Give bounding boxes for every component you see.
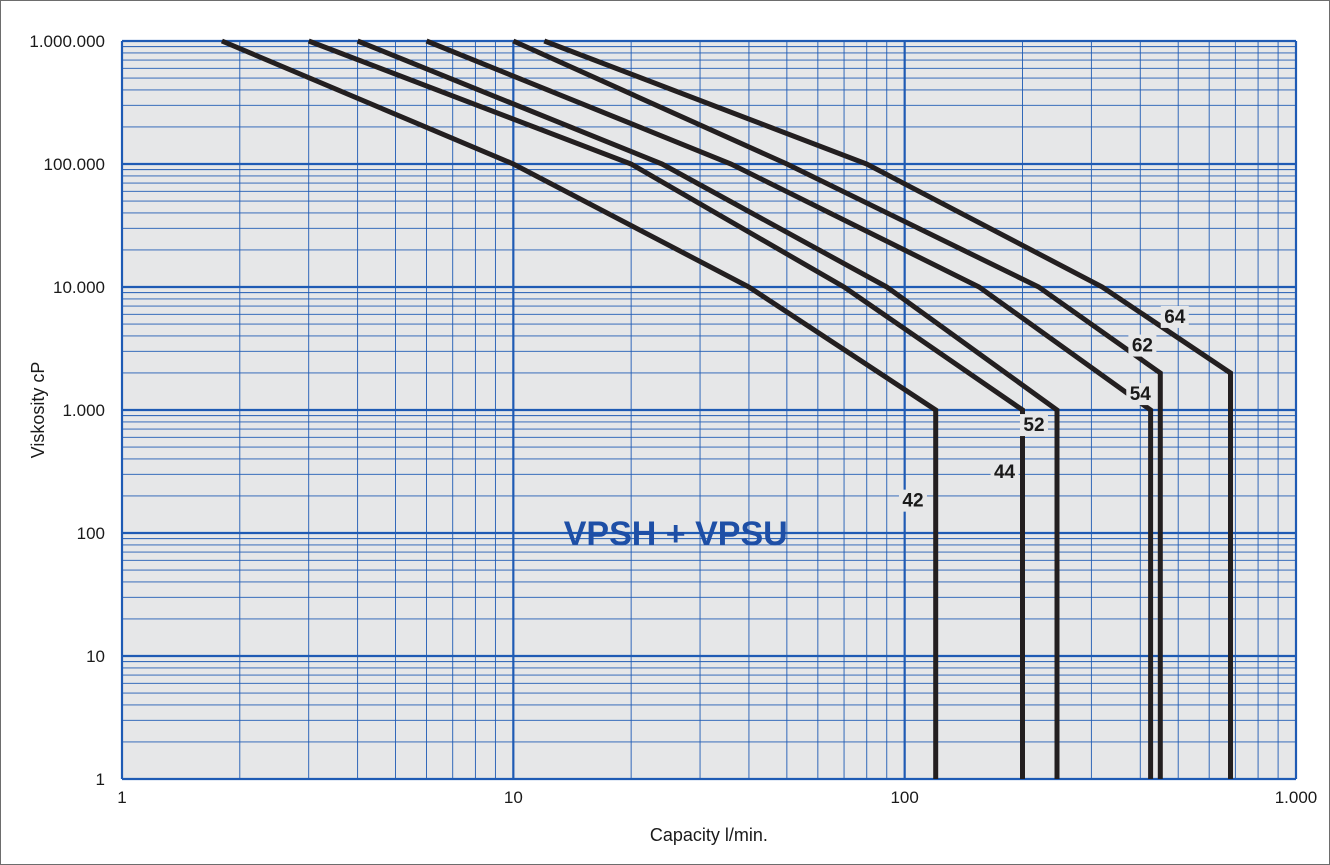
y-tick-label: 100.000 [44,155,105,174]
x-tick-label: 1.000 [1275,788,1318,807]
series-label-62: 62 [1132,336,1153,357]
y-tick-label: 10 [86,647,105,666]
series-label-bg [1019,414,1048,437]
grid [120,39,1298,781]
series-label-bg [990,461,1019,484]
chart-annotation: VPSH + VPSU [564,515,788,553]
series-label-bg [1126,383,1155,406]
x-tick-label: 10 [504,788,523,807]
series-labels: 42 44 52 54 62 64 [898,305,1189,512]
series-label-54: 54 [1130,384,1152,405]
y-axis-ticks: 1 10 100 1.000 10.000 100.000 1.000.000 [29,32,105,789]
series-label-bg [1128,334,1157,357]
series-line-52 [356,38,1060,779]
series-line-64 [543,38,1233,779]
y-tick-label: 1.000.000 [29,32,105,51]
series-line-54 [425,38,1154,779]
y-tick-label: 1 [96,770,105,789]
series-label-42: 42 [902,491,923,512]
series-label-52: 52 [1023,415,1044,436]
curves [220,38,1233,779]
series-line-62 [512,38,1163,779]
x-axis-ticks: 1 10 100 1.000 [117,788,1317,807]
series-line-44 [307,38,1025,779]
x-tick-label: 1 [117,788,126,807]
series-label-bg [1160,305,1189,328]
series-label-44: 44 [994,462,1016,483]
x-axis-label: Capacity l/min. [650,825,768,845]
series-label-64: 64 [1164,307,1186,328]
y-axis-label: Viskosity cP [28,362,48,459]
x-tick-label: 100 [890,788,918,807]
series-label-bg [898,489,927,512]
y-tick-label: 100 [77,524,105,543]
series-line-42 [220,38,939,779]
y-tick-label: 10.000 [53,278,105,297]
y-tick-label: 1.000 [62,401,105,420]
